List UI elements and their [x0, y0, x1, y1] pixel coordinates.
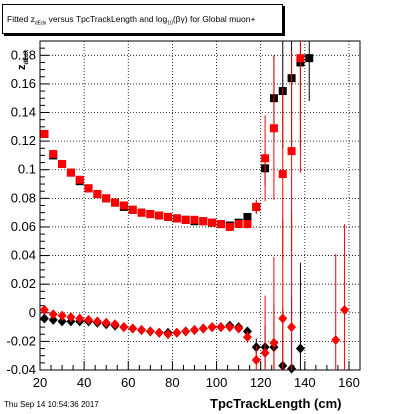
data-point-square: [261, 154, 270, 163]
data-point-square: [305, 54, 314, 63]
data-point-square: [128, 205, 137, 214]
data-point-diamond: [128, 323, 138, 334]
y-tick-label: 0.06: [11, 219, 36, 234]
data-point-diamond: [251, 354, 261, 365]
data-point-square: [155, 211, 164, 220]
data-point-square: [296, 54, 305, 63]
data-point-square: [190, 215, 199, 224]
x-tick-label: 40: [77, 375, 91, 390]
y-tick-label: 0.04: [11, 248, 36, 263]
data-point-square: [287, 147, 296, 156]
data-point-diamond: [216, 322, 226, 333]
data-point-diamond: [57, 316, 67, 327]
data-point-square: [58, 160, 67, 169]
data-point-diamond: [92, 316, 102, 327]
data-point-diamond: [66, 312, 76, 323]
data-point-diamond: [331, 334, 341, 345]
data-point-square: [234, 220, 243, 229]
data-point-square: [172, 214, 181, 223]
data-point-diamond: [287, 322, 297, 333]
data-point-square: [66, 168, 75, 177]
timestamp: Thu Sep 14 10:54:36 2017: [4, 400, 99, 409]
data-point-diamond: [154, 327, 164, 338]
data-point-square: [243, 212, 252, 221]
data-point-diamond: [110, 319, 120, 330]
title-box: Fitted zdEdx versus TpcTrackLength and l…: [2, 4, 283, 34]
data-point-square: [252, 202, 261, 211]
data-point-diamond: [225, 322, 235, 333]
data-point-square: [269, 124, 278, 133]
data-point-diamond: [48, 309, 58, 320]
x-tick-label: 20: [33, 375, 47, 390]
x-tick-label: 140: [294, 375, 316, 390]
data-point-diamond: [181, 326, 191, 337]
y-tick-label: 0: [29, 305, 36, 320]
data-point-diamond: [57, 310, 67, 321]
data-point-diamond: [234, 323, 244, 334]
data-point-diamond: [48, 314, 58, 325]
data-point-diamond: [75, 313, 85, 324]
data-point-square: [208, 218, 217, 227]
data-point-diamond: [295, 343, 305, 354]
y-tick-label: 0.02: [11, 276, 36, 291]
data-point-diamond: [172, 327, 182, 338]
data-point-square: [93, 190, 102, 199]
data-point-square: [216, 220, 225, 229]
data-point-square: [137, 208, 146, 217]
x-axis-label: TpcTrackLength (cm): [210, 396, 342, 411]
data-point-square: [164, 212, 172, 221]
data-point-square: [84, 184, 93, 193]
y-axis-label: zdEdx: [16, 49, 31, 70]
data-point-diamond: [145, 326, 155, 337]
y-tick-label: 0.1: [18, 162, 36, 177]
y-tick-label: -0.02: [6, 333, 36, 348]
data-point-square: [111, 198, 120, 207]
data-point-square: [75, 175, 84, 184]
data-point-diamond: [198, 323, 208, 334]
data-point-square: [278, 170, 287, 179]
data-point-diamond: [340, 304, 350, 315]
data-point-diamond: [189, 324, 199, 335]
y-tick-label: 0.08: [11, 190, 36, 205]
data-point-square: [102, 194, 111, 203]
data-point-square: [243, 220, 252, 229]
x-tick-label: 100: [206, 375, 228, 390]
data-point-diamond: [242, 332, 252, 343]
x-tick-label: 80: [165, 375, 179, 390]
data-point-diamond: [207, 322, 217, 333]
data-point-square: [40, 129, 49, 138]
chart-title: Fitted zdEdx versus TpcTrackLength and l…: [7, 14, 256, 27]
data-point-diamond: [119, 322, 129, 333]
data-point-square: [119, 201, 128, 210]
x-tick-label: 60: [121, 375, 135, 390]
y-tick-label: 0.18: [11, 47, 36, 62]
y-tick-label: 0.12: [11, 133, 36, 148]
data-point-diamond: [101, 317, 111, 328]
data-point-diamond: [84, 314, 94, 325]
data-point-diamond: [269, 337, 279, 348]
data-point-diamond: [39, 304, 49, 315]
data-point-diamond: [278, 313, 288, 324]
data-point-square: [199, 217, 208, 226]
data-point-diamond: [39, 313, 49, 324]
data-point-square: [146, 210, 155, 219]
data-point-diamond: [260, 347, 270, 358]
data-point-diamond: [163, 329, 173, 340]
data-point-square: [49, 150, 58, 159]
y-tick-label: 0.14: [11, 105, 36, 120]
data-point-diamond: [137, 324, 147, 335]
x-tick-label: 120: [250, 375, 272, 390]
plot-frame: [39, 40, 361, 371]
x-tick-label: 160: [338, 375, 360, 390]
data-point-square: [225, 222, 234, 231]
data-point-square: [181, 215, 190, 224]
y-tick-label: -0.04: [6, 362, 36, 377]
y-tick-label: 0.16: [11, 76, 36, 91]
